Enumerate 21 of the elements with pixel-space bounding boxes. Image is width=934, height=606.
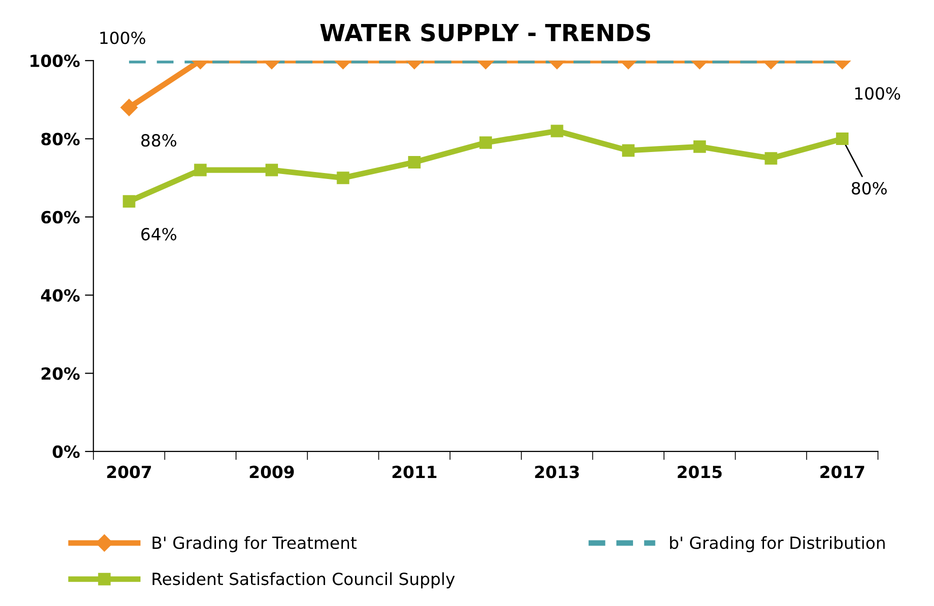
x-tick-label: 2009 [250, 466, 294, 478]
x-tick-label: 2011 [392, 466, 436, 478]
data-label: 64% [141, 228, 176, 240]
data-label: 100% [100, 32, 146, 44]
data-label: 100% [855, 87, 900, 100]
y-tick-label: 100% [30, 54, 80, 68]
y-tick-label: 80% [41, 132, 80, 146]
x-tick-label: 2017 [820, 466, 864, 478]
legend-label: B' Grading for Treatment [152, 536, 357, 552]
legend-label: b' Grading for Distribution [670, 536, 885, 552]
y-tick-label: 20% [42, 367, 80, 380]
data-label: 80% [852, 182, 887, 195]
y-tick-label: 0% [52, 445, 80, 458]
legend-label: Resident Satisfaction Council Supply [152, 572, 455, 588]
y-tick-label: 40% [41, 289, 80, 302]
x-tick-label: 2013 [535, 466, 579, 478]
x-tick-label: 2007 [107, 466, 151, 478]
y-tick-label: 60% [41, 210, 80, 224]
chart-title: WATER SUPPLY - TRENDS [320, 24, 650, 42]
x-tick-label: 2015 [678, 466, 722, 478]
data-label: 88% [141, 134, 176, 147]
